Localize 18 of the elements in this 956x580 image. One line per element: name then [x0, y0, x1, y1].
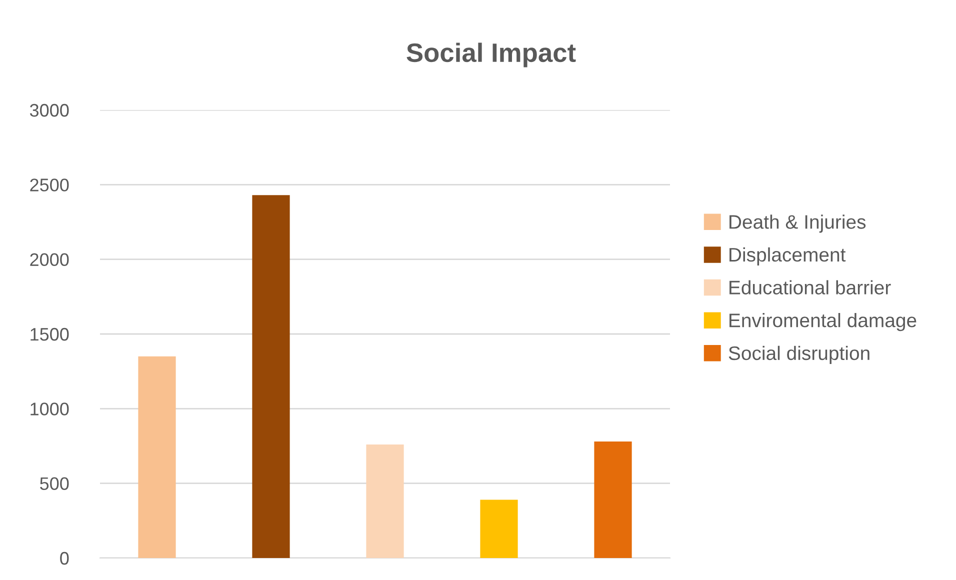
y-tick-label: 0 — [60, 552, 69, 565]
legend-label: Displacement — [730, 247, 846, 266]
bar — [480, 500, 518, 558]
y-tick-label: 2000 — [30, 253, 69, 266]
bar — [138, 356, 176, 558]
y-tick-label: 500 — [40, 477, 69, 490]
y-tick-label: 3000 — [30, 104, 69, 117]
y-tick-label: 1500 — [30, 328, 69, 341]
legend-label: Educational barrier — [730, 280, 891, 294]
legend-label: Enviromental damage — [730, 313, 916, 332]
chart-title: Social Impact — [406, 42, 576, 68]
legend-label: Death & Injuries — [730, 214, 866, 233]
bar — [252, 195, 290, 558]
legend-label: Social disruption — [728, 346, 870, 364]
y-tick-label: 1000 — [30, 402, 69, 416]
bar — [594, 442, 632, 558]
y-tick-label: 2500 — [30, 178, 69, 192]
bar — [366, 444, 404, 558]
